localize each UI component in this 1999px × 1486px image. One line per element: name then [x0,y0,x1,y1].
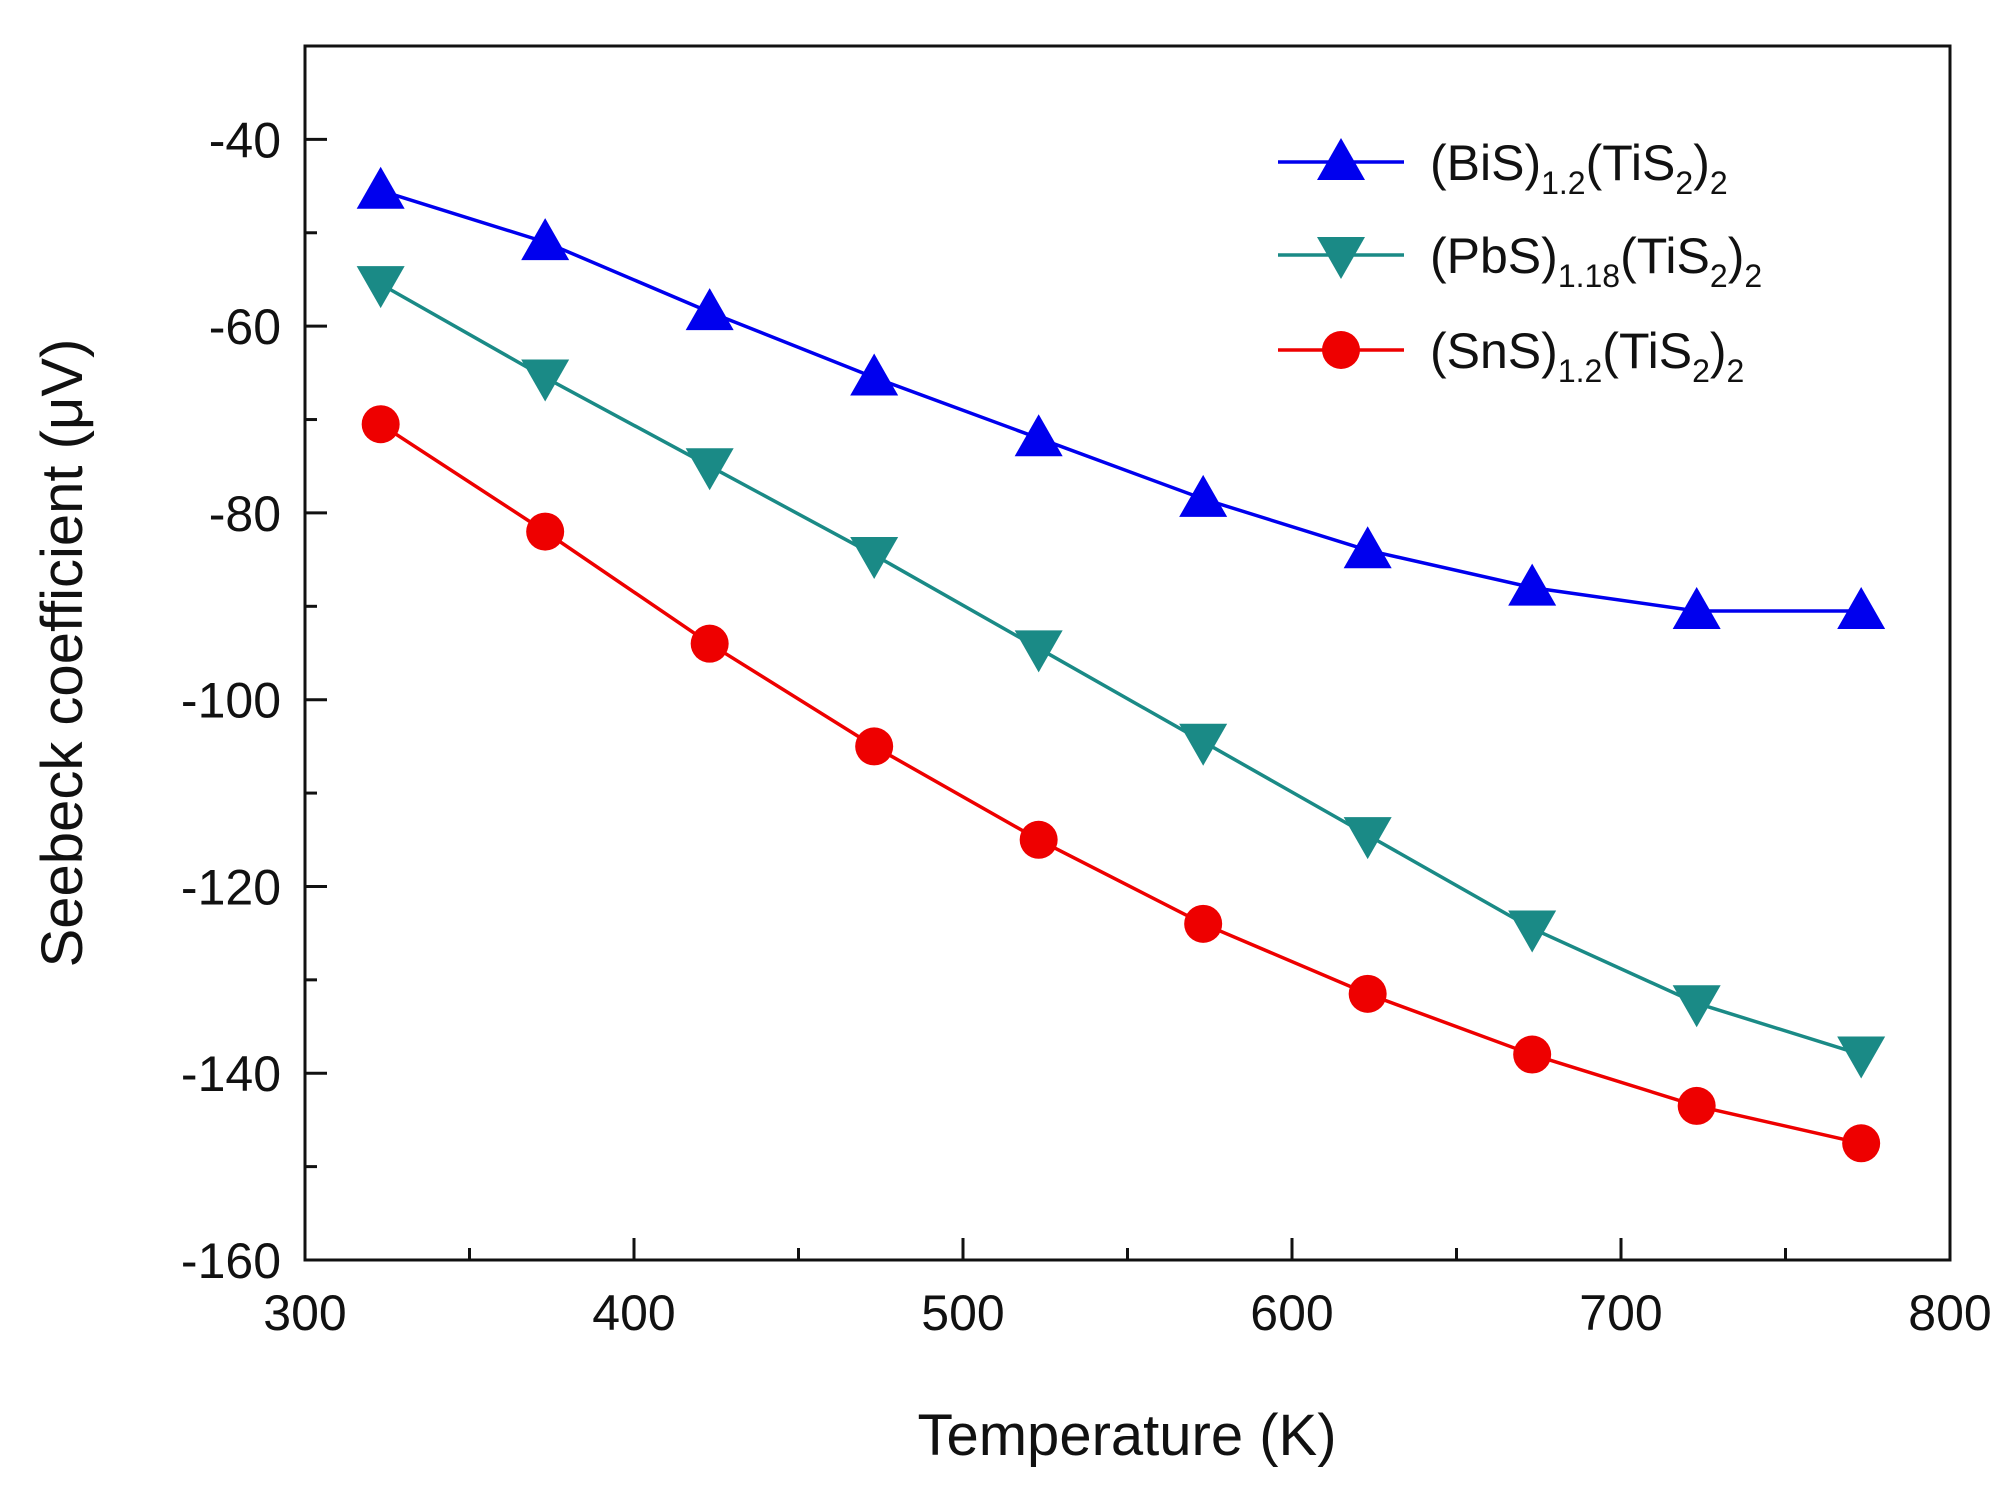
legend-text-part: (SnS) [1430,323,1558,379]
y-tick-label: -60 [209,299,281,355]
legend-text-part: ) [1728,228,1745,284]
data-point [1672,586,1721,629]
legend-subscript: 1.2 [1541,165,1585,201]
legend-text-part: (PbS) [1430,228,1558,284]
legend-text-part: (BiS) [1430,135,1541,191]
data-point [356,166,405,209]
legend-subscript: 2 [1710,165,1728,201]
legend: (BiS)1.2(TiS2)2(PbS)1.18(TiS2)2(SnS)1.2(… [1278,135,1762,389]
series-line [380,189,1862,613]
legend-text-part: (TiS [1602,323,1692,379]
x-axis-ticks: 300 400 500 600 700 800 [263,1238,1992,1341]
data-point [356,266,405,309]
data-point [685,288,734,331]
y-tick-label: -120 [181,859,281,915]
x-tick-label: 600 [1250,1285,1333,1341]
data-point [850,353,899,396]
y-tick-label: -140 [181,1046,281,1102]
legend-text-part: (TiS [1620,228,1710,284]
legend-label: (BiS)1.2(TiS2)2 [1430,135,1728,201]
data-point [521,359,570,402]
legend-label: (SnS)1.2(TiS2)2 [1430,323,1744,389]
y-tick-label: -80 [209,486,281,542]
data-point [1508,910,1557,953]
data-point [1014,630,1063,673]
x-tick-label: 800 [1908,1285,1991,1341]
data-point [1343,526,1392,569]
legend-marker [1322,331,1360,369]
data-point [526,512,565,551]
data-point [1677,1086,1716,1125]
legend-subscript: 1.18 [1558,258,1620,294]
legend-subscript: 2 [1727,353,1745,389]
y-tick-label: -100 [181,673,281,729]
legend-label: (PbS)1.18(TiS2)2 [1430,228,1762,294]
data-point [850,536,899,579]
data-point [1837,1036,1886,1079]
y-tick-label: -40 [209,112,281,168]
series-2 [356,266,1886,1079]
data-point [1513,1035,1552,1074]
y-axis-ticks: -160 -140 -120 -100 -80 -60 -40 [181,112,327,1289]
legend-subscript: 2 [1710,258,1728,294]
data-point [1842,1124,1881,1163]
data-point [1179,474,1228,517]
data-point [1179,723,1228,766]
data-point [690,624,729,663]
x-axis-title: Temperature (K) [917,1403,1336,1468]
legend-subscript: 1.2 [1558,353,1602,389]
legend-subscript: 2 [1744,258,1762,294]
y-axis-title: Seebeck coefficient (μV) [30,339,95,968]
legend-item: (SnS)1.2(TiS2)2 [1278,323,1744,389]
data-point [685,448,734,491]
data-point [1508,563,1557,606]
data-point [1343,817,1392,860]
y-tick-label: -160 [181,1233,281,1289]
data-point [1348,974,1387,1013]
x-tick-label: 700 [1579,1285,1662,1341]
series-line [379,422,1862,1146]
legend-text-part: ) [1693,135,1710,191]
series-layer [356,166,1886,1163]
data-point [1184,904,1223,943]
legend-subscript: 2 [1692,353,1710,389]
data-point [855,727,894,766]
data-point [361,405,400,444]
series-line [379,282,1862,1057]
data-point [1014,414,1063,457]
legend-text-part: (TiS [1586,135,1676,191]
data-point [1837,586,1886,629]
data-point [521,218,570,261]
data-point [1019,820,1058,859]
legend-marker [1317,237,1365,279]
legend-marker [1317,138,1365,180]
x-tick-label: 500 [921,1285,1004,1341]
legend-text-part: ) [1710,323,1727,379]
series-3 [361,405,1881,1163]
legend-subscript: 2 [1675,165,1693,201]
x-tick-label: 300 [263,1285,346,1341]
x-tick-label: 400 [592,1285,675,1341]
data-point [1672,985,1721,1028]
series-1 [356,166,1886,629]
legend-item: (BiS)1.2(TiS2)2 [1278,135,1728,201]
legend-item: (PbS)1.18(TiS2)2 [1278,228,1762,294]
